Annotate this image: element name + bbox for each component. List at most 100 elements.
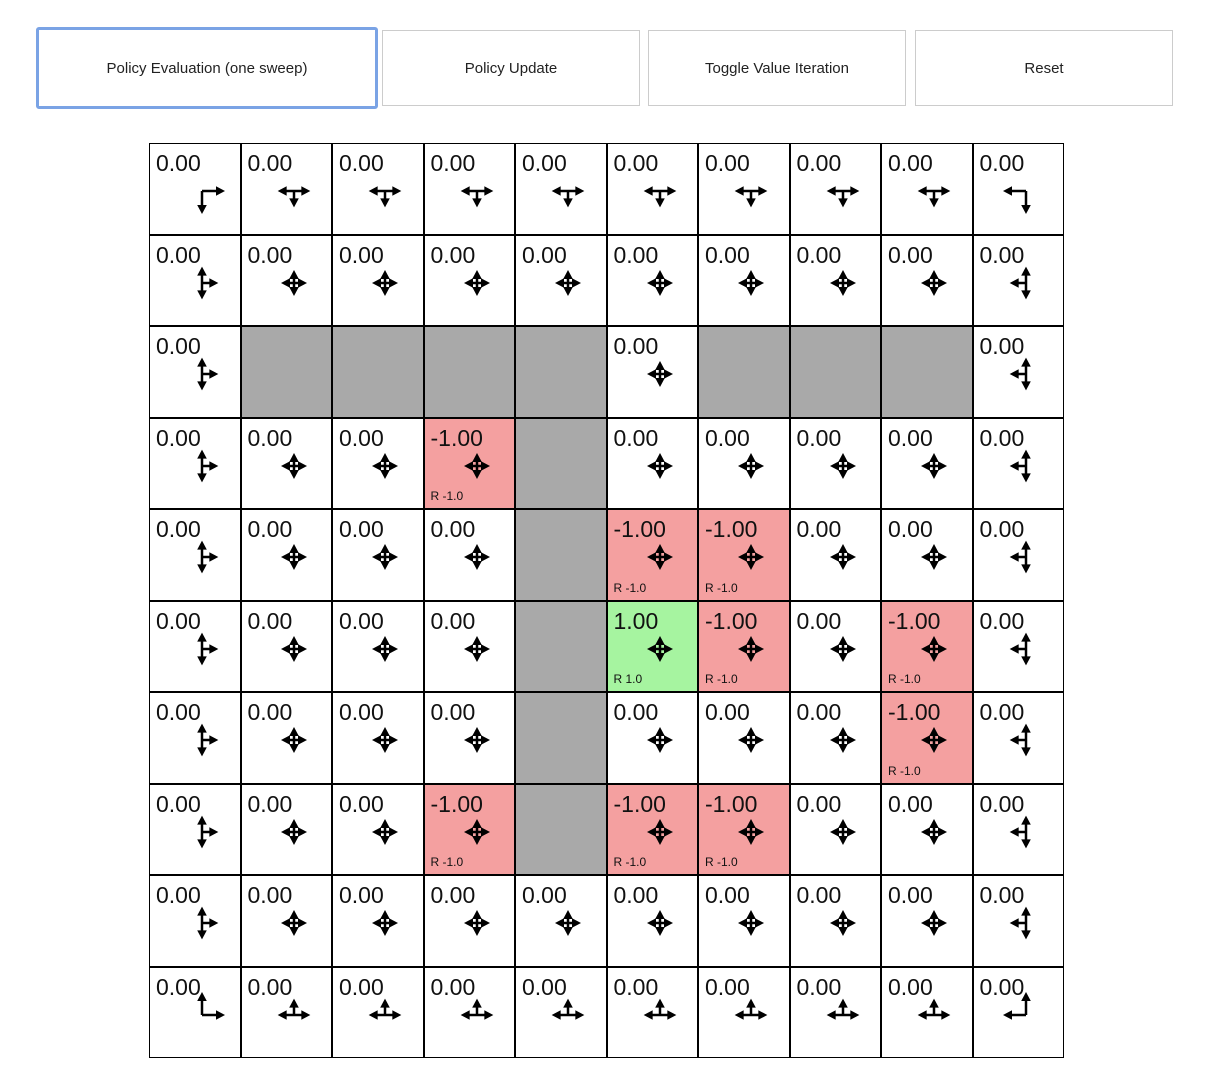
grid-cell[interactable]: 0.00 [881, 875, 973, 967]
reward-cell[interactable]: R -1.0 -1.00 [423, 417, 515, 509]
wall-cell[interactable] [698, 326, 790, 418]
grid-cell[interactable]: 0.00 [606, 234, 698, 326]
wall-cell[interactable] [515, 600, 607, 692]
grid-cell[interactable]: 0.00 [972, 143, 1064, 235]
wall-cell[interactable] [515, 692, 607, 784]
grid-cell[interactable]: 0.00 [332, 783, 424, 875]
grid-cell[interactable]: 0.00 [972, 600, 1064, 692]
reward-cell[interactable]: R 1.0 1.00 [606, 600, 698, 692]
grid-cell[interactable]: 0.00 [332, 692, 424, 784]
grid-cell[interactable]: 0.00 [515, 875, 607, 967]
grid-cell[interactable]: 0.00 [789, 417, 881, 509]
grid-cell[interactable]: 0.00 [332, 143, 424, 235]
policy-update-button[interactable]: Policy Update [382, 30, 640, 106]
grid-cell[interactable]: 0.00 [698, 966, 790, 1058]
wall-cell[interactable] [881, 326, 973, 418]
grid-cell[interactable]: 0.00 [789, 143, 881, 235]
grid-cell[interactable]: 0.00 [149, 326, 241, 418]
grid-cell[interactable]: 0.00 [789, 600, 881, 692]
grid-cell[interactable]: 0.00 [972, 509, 1064, 601]
grid-cell[interactable]: 0.00 [423, 966, 515, 1058]
grid-cell[interactable]: 0.00 [423, 600, 515, 692]
wall-cell[interactable] [515, 783, 607, 875]
grid-cell[interactable]: 0.00 [606, 326, 698, 418]
toggle-value-iteration-button[interactable]: Toggle Value Iteration [648, 30, 906, 106]
grid-cell[interactable]: 0.00 [789, 783, 881, 875]
grid-cell[interactable]: 0.00 [698, 234, 790, 326]
grid-cell[interactable]: 0.00 [149, 966, 241, 1058]
grid-cell[interactable]: 0.00 [972, 417, 1064, 509]
grid-cell[interactable]: 0.00 [515, 966, 607, 1058]
grid-cell[interactable]: 0.00 [423, 143, 515, 235]
grid-cell[interactable]: 0.00 [606, 875, 698, 967]
grid-cell[interactable]: 0.00 [606, 143, 698, 235]
grid-cell[interactable]: 0.00 [240, 509, 332, 601]
grid-cell[interactable]: 0.00 [149, 600, 241, 692]
grid-cell[interactable]: 0.00 [972, 326, 1064, 418]
reward-cell[interactable]: R -1.0 -1.00 [698, 783, 790, 875]
reward-cell[interactable]: R -1.0 -1.00 [881, 600, 973, 692]
grid-cell[interactable]: 0.00 [149, 875, 241, 967]
wall-cell[interactable] [515, 326, 607, 418]
grid-cell[interactable]: 0.00 [515, 234, 607, 326]
grid-cell[interactable]: 0.00 [972, 966, 1064, 1058]
grid-cell[interactable]: 0.00 [149, 234, 241, 326]
grid-cell[interactable]: 0.00 [881, 143, 973, 235]
wall-cell[interactable] [515, 509, 607, 601]
grid-cell[interactable]: 0.00 [149, 783, 241, 875]
grid-cell[interactable]: 0.00 [240, 600, 332, 692]
grid-cell[interactable]: 0.00 [972, 692, 1064, 784]
grid-cell[interactable]: 0.00 [515, 143, 607, 235]
reward-cell[interactable]: R -1.0 -1.00 [698, 509, 790, 601]
grid-cell[interactable]: 0.00 [332, 417, 424, 509]
grid-cell[interactable]: 0.00 [423, 234, 515, 326]
grid-cell[interactable]: 0.00 [332, 966, 424, 1058]
grid-cell[interactable]: 0.00 [332, 509, 424, 601]
reward-cell[interactable]: R -1.0 -1.00 [606, 783, 698, 875]
reward-cell[interactable]: R -1.0 -1.00 [606, 509, 698, 601]
grid-cell[interactable]: 0.00 [149, 417, 241, 509]
wall-cell[interactable] [515, 417, 607, 509]
grid-cell[interactable]: 0.00 [149, 509, 241, 601]
grid-cell[interactable]: 0.00 [881, 417, 973, 509]
grid-cell[interactable]: 0.00 [789, 234, 881, 326]
grid-cell[interactable]: 0.00 [240, 143, 332, 235]
grid-cell[interactable]: 0.00 [698, 143, 790, 235]
grid-cell[interactable]: 0.00 [881, 783, 973, 875]
grid-cell[interactable]: 0.00 [606, 417, 698, 509]
wall-cell[interactable] [423, 326, 515, 418]
grid-cell[interactable]: 0.00 [789, 875, 881, 967]
reset-button[interactable]: Reset [915, 30, 1173, 106]
wall-cell[interactable] [240, 326, 332, 418]
grid-cell[interactable]: 0.00 [240, 966, 332, 1058]
reward-cell[interactable]: R -1.0 -1.00 [881, 692, 973, 784]
grid-cell[interactable]: 0.00 [240, 417, 332, 509]
grid-cell[interactable]: 0.00 [972, 875, 1064, 967]
grid-cell[interactable]: 0.00 [881, 966, 973, 1058]
grid-cell[interactable]: 0.00 [240, 875, 332, 967]
grid-cell[interactable]: 0.00 [698, 692, 790, 784]
grid-cell[interactable]: 0.00 [332, 600, 424, 692]
grid-cell[interactable]: 0.00 [149, 143, 241, 235]
grid-cell[interactable]: 0.00 [698, 417, 790, 509]
grid-cell[interactable]: 0.00 [332, 234, 424, 326]
grid-cell[interactable]: 0.00 [881, 509, 973, 601]
grid-cell[interactable]: 0.00 [972, 783, 1064, 875]
grid-cell[interactable]: 0.00 [240, 234, 332, 326]
grid-cell[interactable]: 0.00 [423, 692, 515, 784]
grid-cell[interactable]: 0.00 [789, 966, 881, 1058]
grid-cell[interactable]: 0.00 [606, 692, 698, 784]
grid-cell[interactable]: 0.00 [789, 509, 881, 601]
grid-cell[interactable]: 0.00 [240, 692, 332, 784]
grid-cell[interactable]: 0.00 [423, 875, 515, 967]
grid-cell[interactable]: 0.00 [972, 234, 1064, 326]
wall-cell[interactable] [332, 326, 424, 418]
grid-cell[interactable]: 0.00 [332, 875, 424, 967]
grid-cell[interactable]: 0.00 [881, 234, 973, 326]
reward-cell[interactable]: R -1.0 -1.00 [423, 783, 515, 875]
reward-cell[interactable]: R -1.0 -1.00 [698, 600, 790, 692]
grid-cell[interactable]: 0.00 [149, 692, 241, 784]
grid-cell[interactable]: 0.00 [240, 783, 332, 875]
grid-cell[interactable]: 0.00 [789, 692, 881, 784]
grid-cell[interactable]: 0.00 [423, 509, 515, 601]
